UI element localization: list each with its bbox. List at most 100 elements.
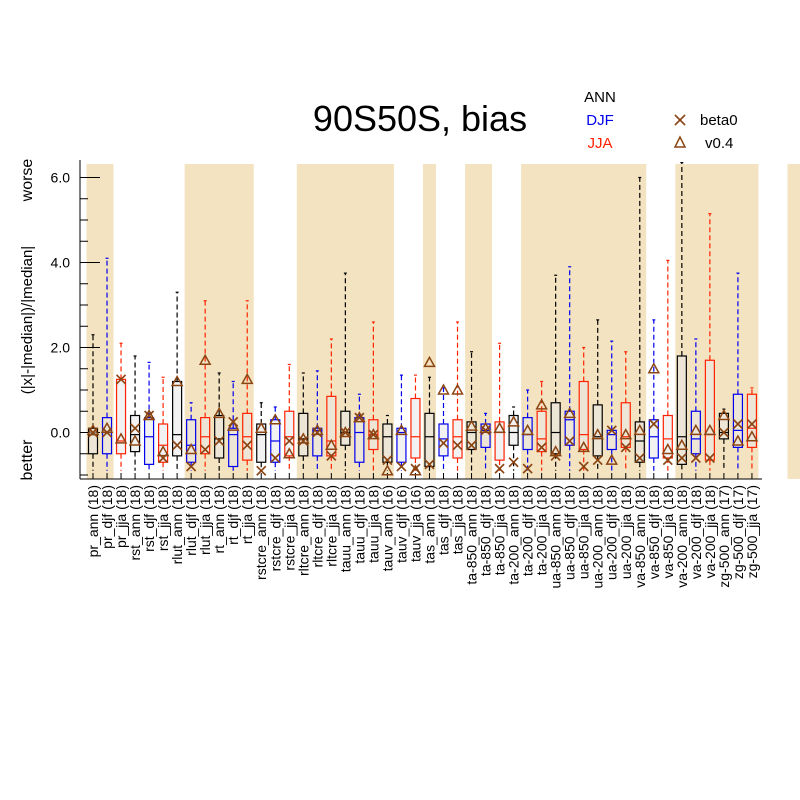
beta0-marker [536,442,547,453]
box-body [508,414,519,446]
box-ta-850_djf (18) [479,412,492,471]
box-body [438,423,449,457]
v04-marker [381,464,394,476]
box-pr_jja (18) [114,342,128,471]
shade-band-3 [422,164,436,479]
x-tick-label: rt_jja (18) [239,485,255,544]
box-body [158,423,169,463]
v04-marker [633,423,647,436]
beta0-marker [634,452,645,464]
beta0-marker [662,455,673,466]
box-ua-850_djf (18) [563,266,576,471]
v04-marker [451,383,464,395]
beta0-marker [214,435,225,447]
box-rlut_ann (18) [170,291,184,471]
v04-marker [521,423,534,436]
beta0-marker [382,455,393,466]
beta0-marker [368,429,379,440]
v04-marker [703,423,717,436]
x-tick-label: rlut_djf (18) [183,485,199,556]
box-body [648,419,659,459]
beta0-marker [256,465,267,476]
x-tick-label: rltcre_ann (18) [295,485,311,576]
beta0-marker [676,452,687,464]
y-tick-label: 2.0 [51,340,71,356]
beta0-marker [340,427,351,438]
box-tauu_jja (18) [367,321,380,471]
box-ua-850_ann (18) [549,274,562,471]
beta0-marker [732,418,743,430]
v04-marker [465,419,478,431]
x-tick-label: ua-200_ann (18) [590,485,606,589]
box-body [452,419,463,459]
box-ta-850_ann (18) [465,351,478,471]
v04-marker [268,413,282,425]
v04-marker [731,434,745,446]
x-tick-label: ta-200_djf (18) [520,485,536,576]
box-zg-500_djf (17) [731,272,745,471]
v04-marker [283,447,296,459]
box-rt_djf (18) [226,380,240,471]
box-rltcre_ann (18) [297,372,310,471]
box-rst_ann (18) [128,355,142,471]
x-tick-label: ua-850_jja (18) [576,485,592,579]
v04-marker [563,406,576,419]
x-tick-label: ua-200_djf (18) [604,485,620,580]
y-axis-label-better: better [19,439,36,481]
beta0-marker [144,410,155,421]
beta0-marker [592,455,603,466]
v04-marker [86,423,100,436]
box-rstcre_ann (18) [254,402,268,476]
beta0-marker [186,461,197,472]
box-body [676,355,687,465]
x-tick-label: tauv_ann (16) [379,485,395,571]
box-body [186,419,197,463]
box-va-850_ann (18) [633,176,647,471]
box-rstcre_jja (18) [283,363,296,471]
x-tick-label: zg-500_djf (17) [730,485,746,579]
v04-marker [591,428,604,440]
box-body [704,359,715,461]
box-body [550,402,561,455]
x-tick-label: va-850_djf (18) [646,485,662,579]
beta0-marker [354,412,365,423]
x-tick-label: rst_ann (18) [127,485,143,560]
box-body [129,414,141,453]
box-zg-500_jja (17) [745,387,759,471]
v04-marker [128,434,142,446]
x-tick-label: ta-200_jja (18) [534,485,550,575]
x-tick-label: pr_ann (18) [85,485,101,557]
v04-marker [507,415,520,427]
v04-marker [184,442,198,455]
v04-marker [212,406,226,419]
box-body [354,417,365,463]
box-rltcre_jja (18) [325,338,338,471]
beta0-marker [270,452,281,464]
box-ua-200_jja (18) [619,351,633,471]
beta0-marker [704,452,715,464]
box-ta-200_djf (18) [521,389,534,474]
box-tauv_djf (16) [395,374,408,472]
box-series [86,162,759,476]
v04-marker [605,453,619,465]
box-tauu_ann (18) [339,272,352,471]
v04-marker [226,419,240,431]
shade-band-7 [787,164,800,479]
x-tick-label: tauu_ann (18) [337,485,353,572]
v04-marker [114,432,128,444]
box-rlut_djf (18) [184,402,198,472]
beta0-marker [438,438,449,449]
v04-marker [745,430,759,442]
x-tick-label: va-200_djf (18) [688,485,704,579]
v04-marker [240,372,254,385]
box-body [620,402,631,448]
x-tick-label: tauv_jja (16) [407,485,423,562]
box-body [172,380,183,457]
box-body [578,380,589,451]
x-tick-label: ua-850_ann (18) [548,485,564,589]
x-tick-label: ta-850_ann (18) [464,485,480,585]
v04-marker [254,421,268,433]
box-body [536,410,547,453]
v04-marker [493,421,506,433]
box-body [746,393,758,448]
